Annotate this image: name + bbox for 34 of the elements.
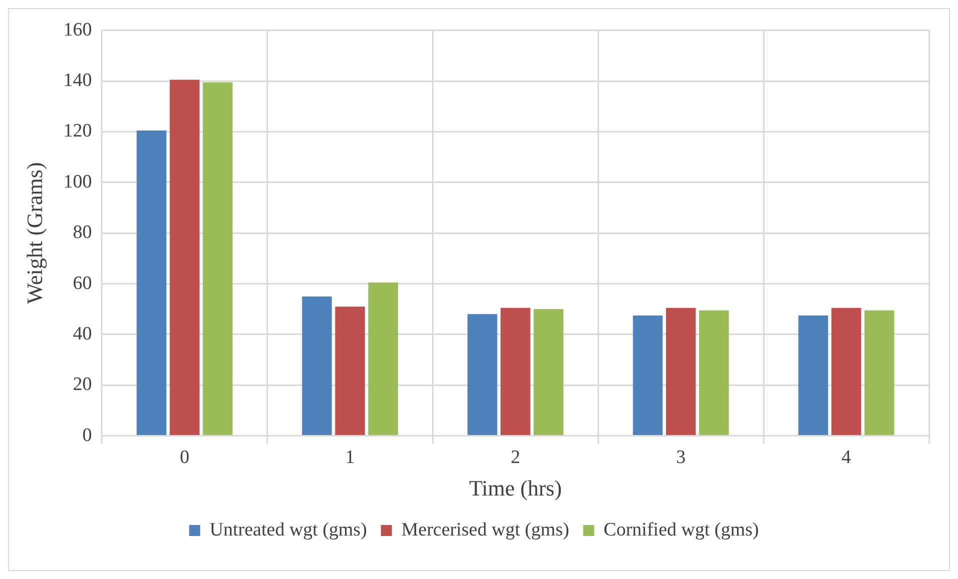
y-axis-title: Weight (Grams) (22, 162, 47, 304)
bar (798, 315, 828, 436)
y-tick-label: 160 (63, 19, 92, 40)
bar (136, 130, 166, 436)
y-tick-label: 40 (72, 323, 92, 344)
bar (864, 310, 894, 436)
bar (368, 282, 398, 436)
x-tick-label: 2 (510, 447, 520, 468)
bar (302, 296, 332, 436)
bar (500, 308, 530, 436)
x-tick-label: 1 (345, 447, 355, 468)
y-tick-label: 0 (82, 424, 92, 446)
legend-label: Untreated wgt (gms) (210, 519, 367, 540)
legend-label: Mercerised wgt (gms) (401, 519, 570, 540)
y-tick-label: 20 (72, 374, 92, 396)
bar (335, 306, 365, 436)
x-axis-title: Time (hrs) (469, 476, 562, 501)
y-tick-label: 120 (63, 120, 92, 142)
y-tick-label: 100 (63, 171, 92, 192)
bar (831, 308, 862, 436)
bar (467, 314, 498, 436)
x-tick-label: 0 (180, 447, 190, 468)
y-tick-label: 60 (72, 272, 92, 294)
y-tick-label: 140 (63, 70, 92, 92)
y-tick-label: 80 (72, 222, 92, 244)
bar (202, 82, 233, 436)
legend-label: Cornified wgt (gms) (604, 519, 759, 540)
bar (170, 80, 200, 436)
x-tick-label: 3 (676, 447, 686, 468)
bar (632, 315, 663, 436)
bar (666, 308, 696, 436)
x-tick-label: 4 (842, 447, 852, 468)
bar (699, 310, 729, 436)
bar (534, 309, 564, 436)
